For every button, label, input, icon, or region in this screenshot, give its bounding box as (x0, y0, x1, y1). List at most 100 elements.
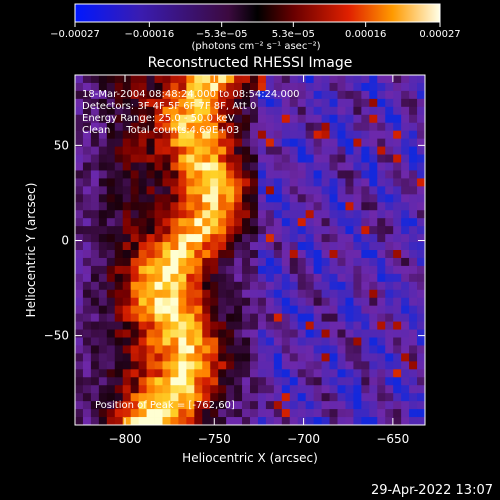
heatmap-cell (289, 345, 299, 354)
heatmap-cell (361, 154, 370, 163)
heatmap-cell (234, 273, 243, 283)
heatmap-cell (297, 409, 307, 418)
heatmap-cell (369, 138, 378, 147)
heatmap-cell (82, 210, 92, 219)
heatmap-cell (146, 170, 155, 179)
heatmap-cell (170, 409, 179, 418)
heatmap-cell (114, 377, 124, 386)
heatmap-cell (202, 289, 211, 299)
heatmap-cell (122, 273, 132, 283)
heatmap-cell (345, 82, 354, 92)
heatmap-cell (385, 337, 394, 346)
heatmap-cell (226, 162, 235, 171)
heatmap-cell (321, 250, 330, 259)
heatmap-cell (337, 385, 346, 394)
heatmap-cell (218, 377, 227, 386)
heatmap-cell (345, 146, 354, 155)
heatmap-cell (146, 321, 155, 330)
heatmap-cell (106, 234, 116, 243)
heatmap-cell (353, 401, 362, 410)
heatmap-cell (98, 130, 108, 140)
heatmap-cell (154, 162, 163, 171)
heatmap-cell (393, 146, 402, 155)
heatmap-cell (250, 154, 259, 163)
heatmap-cell (114, 401, 124, 410)
heatmap-cell (353, 393, 362, 402)
heatmap-cell (202, 114, 211, 124)
heatmap-cell (289, 393, 299, 402)
heatmap-cell (369, 305, 378, 315)
heatmap-cell (417, 361, 425, 370)
heatmap-cell (146, 369, 155, 378)
heatmap-cell (337, 417, 346, 425)
heatmap-cell (393, 194, 402, 203)
heatmap-cell (226, 154, 235, 163)
heatmap-cell (289, 250, 299, 259)
heatmap-cell (162, 345, 171, 354)
heatmap-cell (401, 337, 410, 346)
heatmap-cell (114, 178, 124, 187)
heatmap-cell (234, 417, 243, 425)
heatmap-cell (202, 90, 211, 100)
heatmap-cell (313, 273, 322, 283)
heatmap-cell (273, 345, 283, 354)
heatmap-cell (170, 329, 179, 338)
heatmap-cell (297, 289, 307, 299)
heatmap-cell (313, 90, 322, 100)
heatmap-cell (90, 186, 100, 195)
heatmap-cell (281, 130, 291, 140)
heatmap-cell (321, 385, 330, 394)
heatmap-cell (162, 417, 171, 425)
heatmap-cell (114, 194, 124, 203)
heatmap-cell (361, 194, 370, 203)
heatmap-cell (75, 345, 84, 354)
heatmap-cell (313, 297, 322, 307)
heatmap-cell (345, 409, 354, 418)
heatmap-cell (321, 273, 330, 283)
heatmap-cell (90, 329, 100, 338)
heatmap-cell (250, 146, 259, 155)
heatmap-cell (75, 218, 84, 227)
heatmap-cell (194, 98, 203, 108)
heatmap-cell (337, 226, 346, 235)
heatmap-cell (369, 385, 378, 394)
heatmap-cell (321, 154, 330, 163)
heatmap-cell (401, 90, 410, 100)
heatmap-cell (210, 257, 219, 267)
heatmap-cell (178, 281, 187, 291)
heatmap-cell (162, 75, 171, 84)
heatmap-cell (178, 130, 187, 140)
heatmap-cell (146, 289, 155, 299)
heatmap-cell (114, 106, 124, 116)
heatmap-cell (242, 297, 251, 307)
heatmap-cell (194, 178, 203, 187)
heatmap-cell (321, 265, 330, 275)
heatmap-cell (385, 146, 394, 155)
heatmap-cell (210, 385, 219, 394)
heatmap-cell (98, 202, 108, 211)
heatmap-cell (257, 194, 267, 203)
heatmap-cell (226, 122, 235, 132)
heatmap-cell (130, 401, 140, 410)
heatmap-cell (114, 146, 124, 155)
heatmap-cell (345, 162, 354, 171)
heatmap-cell (170, 313, 179, 322)
heatmap-cell (202, 329, 211, 338)
heatmap-cell (329, 130, 338, 140)
heatmap-cell (250, 385, 259, 394)
heatmap-cell (393, 329, 402, 338)
heatmap-cell (345, 138, 354, 147)
heatmap-cell (242, 122, 251, 132)
heatmap-cell (393, 122, 402, 132)
heatmap-cell (250, 281, 259, 291)
heatmap-cell (114, 257, 124, 267)
heatmap-cell (154, 361, 163, 370)
heatmap-cell (106, 321, 116, 330)
heatmap-cell (321, 393, 330, 402)
heatmap-cell (385, 194, 394, 203)
heatmap-cell (106, 250, 116, 259)
heatmap-cell (202, 146, 211, 155)
heatmap-cell (82, 257, 92, 267)
heatmap-cell (377, 122, 386, 132)
